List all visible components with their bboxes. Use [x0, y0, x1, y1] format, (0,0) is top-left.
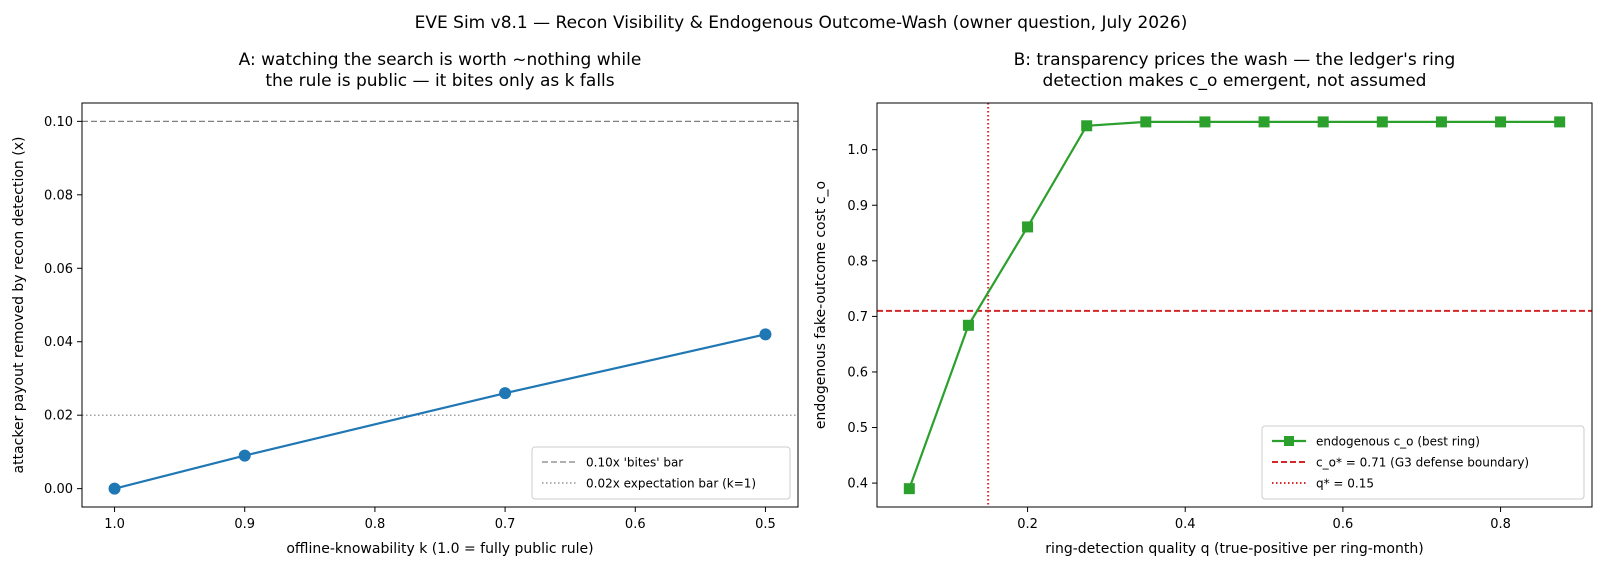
panel-b-legend-box	[1261, 425, 1585, 500]
panel-b-x-axis-label: ring-detection quality q (true-positive …	[1045, 541, 1423, 557]
panel-b-legend: endogenous c_o (best ring) c_o* = 0.71 (G…	[1261, 425, 1585, 500]
figure-suptitle: EVE Sim v8.1 — Recon Visibility & Endoge…	[415, 13, 1188, 33]
panel-a-y-tick-label: 0.06	[44, 262, 73, 277]
panel-b-y-tick-label: 0.8	[847, 254, 868, 269]
panel-b-legend-label: endogenous c_o (best ring)	[1316, 435, 1480, 449]
panel-a-x-tick-label: 0.6	[625, 517, 646, 532]
panel-b-data-point	[962, 319, 974, 331]
panel-b-legend-label: c_o* = 0.71 (G3 defense boundary)	[1316, 456, 1529, 470]
panel-b-series-line	[908, 120, 1560, 490]
panel-b-axes-frame	[876, 102, 1593, 508]
panel-b-data-point	[1258, 116, 1270, 128]
panel-a-y-tick-label: 0.08	[44, 188, 73, 203]
panel-b-y-tick-label: 0.9	[847, 199, 868, 214]
panel-a-title-line: the rule is public — it bites only as k …	[265, 71, 614, 91]
panel-a-legend-label: 0.02x expectation bar (k=1)	[586, 477, 756, 491]
panel-b-data-point	[1140, 116, 1152, 128]
panel-b-data-point	[1199, 116, 1211, 128]
panel-a-data-point	[238, 449, 251, 462]
panel-b-data-point	[1081, 120, 1093, 132]
panel-b-y-tick-label: 1.0	[847, 143, 868, 158]
panel-a-chart: A: watching the search is worth ~nothing…	[11, 50, 799, 557]
panel-a-x-tick-label: 0.5	[755, 517, 776, 532]
panel-a-x-tick-label: 0.8	[365, 517, 386, 532]
panel-a-series-line	[114, 333, 766, 490]
panel-b-legend-label: q* = 0.15	[1316, 477, 1374, 491]
panel-b-chart: B: transparency prices the wash — the le…	[813, 50, 1593, 557]
panel-a-x-axis-label: offline-knowability k (1.0 = fully publi…	[286, 541, 593, 557]
panel-a-y-tick-label: 0.02	[44, 409, 73, 424]
panel-a-data-point	[499, 387, 512, 400]
panel-a-legend: 0.10x 'bites' bar 0.02x expectation bar (…	[531, 446, 791, 500]
panel-a-legend-box	[531, 446, 791, 500]
panel-b-y-axis-label: endogenous fake-outcome cost c_o	[813, 181, 829, 429]
panel-a-data-point	[108, 482, 121, 495]
panel-a-y-tick-label: 0.04	[44, 335, 73, 350]
panel-a-y-axis-label: attacker payout removed by recon detecti…	[11, 137, 27, 474]
panel-b-data-point	[903, 483, 915, 495]
panel-b-y-tick-label: 0.4	[847, 477, 868, 492]
panel-a-x-tick-label: 0.9	[234, 517, 255, 532]
panel-b-data-point	[1022, 221, 1034, 233]
panel-b-data-point	[1554, 116, 1566, 128]
panel-a-data-point	[759, 328, 772, 341]
panel-a-legend-label: 0.10x 'bites' bar	[586, 456, 683, 470]
panel-b-y-tick-label: 0.6	[847, 365, 868, 380]
panel-b-data-point	[1495, 116, 1507, 128]
panel-a-y-tick-label: 0.10	[44, 115, 73, 130]
panel-b-x-tick-label: 0.6	[1333, 517, 1354, 532]
panel-a-y-tick-label: 0.00	[44, 482, 73, 497]
panel-b-x-tick-label: 0.4	[1175, 517, 1196, 532]
panel-b-data-point	[1317, 116, 1329, 128]
panel-b-x-tick-label: 0.2	[1017, 517, 1038, 532]
panel-b-title-line: B: transparency prices the wash — the le…	[1014, 50, 1456, 70]
panel-a-x-tick-label: 1.0	[104, 517, 125, 532]
panel-a-axes-frame	[81, 102, 799, 508]
panel-b-title-line: detection makes c_o emergent, not assume…	[1043, 71, 1427, 91]
panel-b-x-tick-label: 0.8	[1490, 517, 1511, 532]
panel-b-legend-marker	[1284, 436, 1294, 446]
panel-b-data-point	[1435, 116, 1447, 128]
panel-b-data-point	[1376, 116, 1388, 128]
panel-a-title-line: A: watching the search is worth ~nothing…	[239, 50, 642, 70]
panel-a-x-tick-label: 0.7	[495, 517, 516, 532]
panel-b-y-tick-label: 0.5	[847, 421, 868, 436]
panel-b-y-tick-label: 0.7	[847, 310, 868, 325]
